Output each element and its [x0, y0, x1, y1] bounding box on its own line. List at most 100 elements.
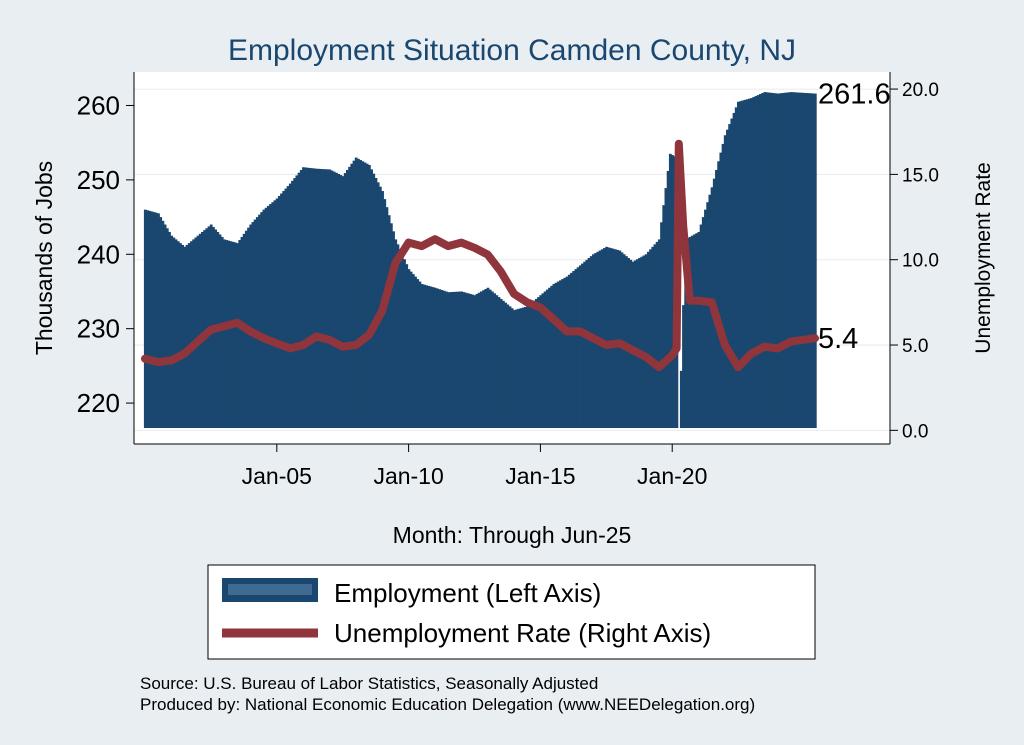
legend-label-employment: Employment (Left Axis): [334, 578, 601, 608]
employment-bar: [807, 93, 811, 429]
employment-bar: [548, 287, 551, 428]
employment-bar: [785, 92, 789, 428]
employment-bar: [811, 93, 815, 428]
employment-bar: [482, 290, 485, 428]
employment-bar: [603, 248, 606, 428]
employment-bar: [780, 93, 784, 428]
employment-bar: [629, 259, 633, 428]
employment-bar: [361, 161, 365, 428]
employment-bar: [326, 169, 330, 428]
employment-bar: [271, 202, 275, 428]
employment-bar: [651, 246, 655, 428]
employment-bar: [699, 224, 703, 428]
employment-bar: [655, 241, 659, 428]
employment-bar: [269, 204, 272, 428]
employment-bar: [662, 205, 666, 428]
employment-bar: [339, 175, 343, 428]
employment-bar: [622, 254, 626, 428]
employment-bar: [578, 265, 582, 428]
legend: Employment (Left Axis) Unemployment Rate…: [207, 564, 816, 660]
employment-bar: [422, 284, 426, 428]
employment-bar: [143, 209, 147, 428]
employment-bar: [767, 92, 771, 428]
employment-bar: [635, 259, 639, 428]
producer-note: Produced by: National Economic Education…: [140, 695, 755, 714]
employment-bar: [291, 180, 294, 428]
employment-bar: [541, 293, 545, 428]
employment-bar: [473, 295, 477, 428]
employment-bar: [611, 248, 615, 428]
employment-bar: [798, 92, 802, 428]
employment-bar: [231, 241, 235, 428]
employment-bar: [203, 230, 207, 428]
employment-bar: [730, 118, 734, 428]
x-tick-label: Jan-10: [373, 463, 443, 489]
employment-bar: [572, 271, 576, 428]
employment-bar: [161, 220, 165, 428]
left-axis-title: Thousands of Jobs: [31, 161, 57, 355]
employment-bar: [220, 236, 224, 428]
employment-bar: [758, 94, 762, 428]
employment-bar: [646, 251, 650, 428]
employment-bar: [255, 217, 259, 428]
employment-bar: [607, 247, 611, 428]
end-labels: 261.6 5.4: [818, 79, 891, 356]
employment-bar: [420, 284, 424, 428]
employment-bar: [229, 241, 233, 428]
employment-bar: [284, 188, 288, 428]
employment-bar: [776, 93, 780, 428]
employment-bar: [609, 248, 613, 428]
employment-bar: [190, 241, 193, 428]
employment-bar: [306, 167, 310, 429]
right-tick-label: 0.0: [902, 421, 928, 442]
employment-bar: [352, 160, 356, 428]
employment-bar: [201, 231, 204, 428]
employment-bar: [791, 92, 795, 428]
employment-bar: [442, 290, 446, 428]
employment-bar: [697, 231, 701, 428]
employment-bar: [519, 308, 523, 428]
employment-bar: [765, 92, 769, 428]
employment-bar: [585, 259, 589, 428]
employment-bar: [649, 249, 652, 428]
employment-bar: [411, 274, 415, 428]
employment-bar: [400, 254, 404, 428]
employment-bar: [317, 168, 321, 428]
employment-bar: [471, 294, 475, 428]
employment-bar: [440, 289, 444, 428]
employment-bar: [559, 280, 562, 428]
employment-bar: [251, 222, 255, 428]
employment-bar: [695, 233, 699, 428]
employment-bar: [614, 249, 617, 428]
employment-bar: [233, 242, 237, 428]
legend-swatch-employment-inner: [228, 584, 312, 595]
right-axis-ticks: 0.0 5.0 10.0 15.0 20.0: [890, 80, 939, 442]
unemployment-line-layer: [141, 139, 819, 372]
employment-bar: [343, 173, 347, 428]
employment-bar: [741, 100, 745, 429]
employment-bar: [346, 169, 349, 428]
employment-bar: [495, 295, 499, 428]
employment-bar: [172, 237, 176, 428]
employment-bar: [528, 304, 532, 428]
employment-bar: [565, 276, 569, 428]
employment-bar: [552, 284, 556, 428]
employment-bar: [350, 163, 354, 428]
employment-bar: [354, 157, 358, 428]
employment-bar: [324, 169, 327, 428]
employment-bar: [653, 244, 657, 428]
employment-bar: [370, 169, 373, 428]
employment-last-label: 261.6: [818, 79, 891, 111]
employment-bar: [385, 207, 389, 428]
employment-bar: [515, 309, 518, 428]
unemployment-line: [141, 139, 819, 372]
employment-bar: [253, 219, 257, 428]
employment-bar: [739, 101, 743, 428]
employment-bar: [262, 209, 266, 428]
employment-bar: [789, 92, 793, 428]
employment-bar: [280, 193, 283, 428]
left-tick-label: 230: [77, 314, 120, 344]
employment-bar: [493, 293, 496, 428]
employment-bar: [633, 260, 637, 428]
